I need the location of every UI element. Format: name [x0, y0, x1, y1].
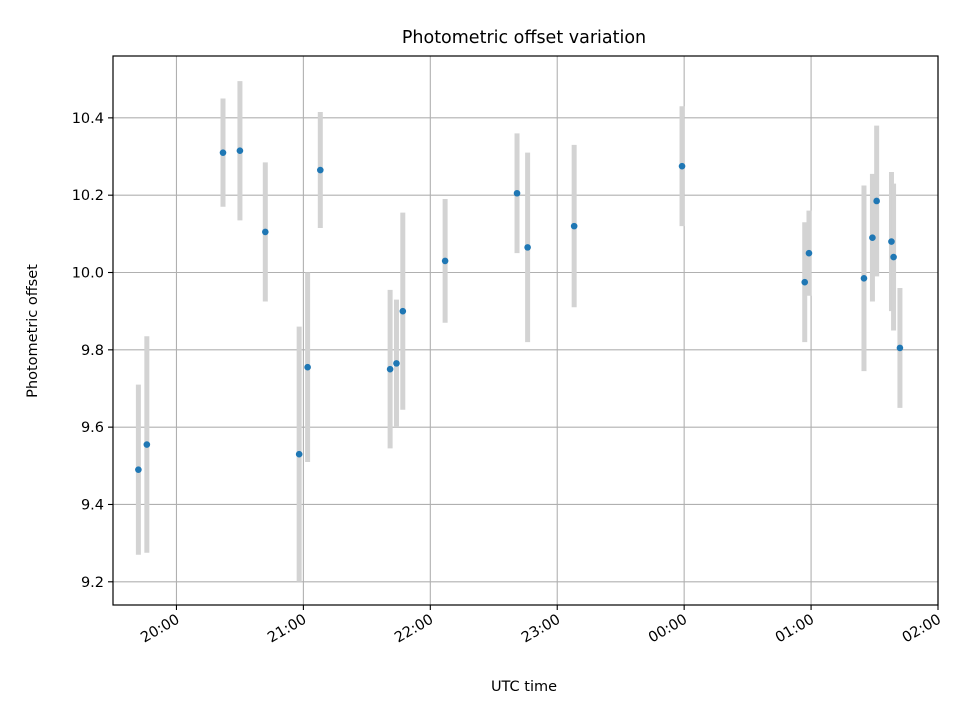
data-point — [386, 365, 394, 373]
data-point — [890, 253, 897, 261]
chart-title: Photometric offset variation — [402, 28, 646, 48]
y-tick-label: 9.4 — [81, 497, 104, 513]
x-axis-label: UTC time — [491, 679, 557, 695]
data-point — [441, 257, 449, 265]
data-point — [393, 360, 400, 367]
data-point — [524, 244, 531, 251]
data-point — [304, 363, 311, 371]
data-point — [570, 222, 578, 230]
data-point — [805, 249, 813, 257]
data-point — [888, 238, 895, 245]
data-point — [860, 275, 868, 282]
y-tick-label: 10.4 — [72, 111, 104, 127]
data-point — [801, 278, 809, 286]
plot-area-frame — [112, 55, 939, 606]
data-point — [678, 162, 686, 170]
data-point — [896, 344, 904, 352]
y-tick-label: 9.8 — [81, 343, 104, 359]
data-point — [219, 149, 227, 156]
y-axis-ticks: 9.2 9.4 9.6 9.8 10.0 10.2 10.4 — [72, 111, 113, 591]
y-tick-label: 10.0 — [72, 266, 104, 282]
data-points — [135, 147, 904, 473]
y-axis-label: Photometric offset — [25, 264, 41, 398]
data-point — [295, 450, 303, 458]
data-point — [873, 197, 880, 205]
y-tick-label: 9.6 — [81, 420, 104, 436]
data-point — [135, 466, 142, 473]
data-point — [399, 307, 407, 315]
y-tick-label: 10.2 — [72, 188, 104, 204]
data-point — [317, 166, 324, 174]
data-point — [236, 147, 244, 155]
y-tick-label: 9.2 — [81, 575, 104, 591]
data-point — [143, 441, 151, 448]
data-point — [262, 228, 269, 236]
data-point — [513, 189, 521, 197]
data-point — [869, 234, 876, 242]
